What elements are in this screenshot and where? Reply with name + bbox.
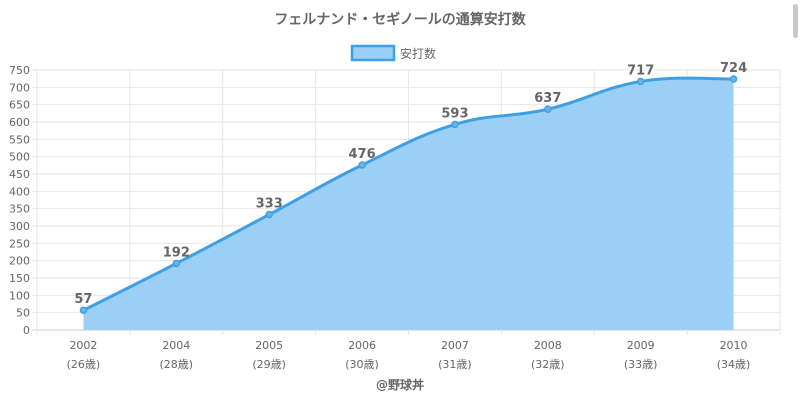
data-label: 717: [627, 63, 654, 78]
x-axis: 2002 (26歳) 2004 (28歳) 2005 (29歳) 2006 (30歳) 2007…: [67, 339, 751, 371]
data-point: [451, 120, 459, 129]
x-tick-sublabel: (34歳): [717, 358, 751, 371]
credit-label: @野球丼: [376, 377, 424, 392]
y-tick-label: 500: [9, 151, 30, 164]
legend-swatch: [350, 44, 396, 62]
data-labels: 57 192 333 476 593 637 717 724: [74, 61, 747, 307]
data-point: [729, 75, 738, 83]
y-tick-label: 100: [9, 289, 30, 302]
data-point: [79, 306, 88, 314]
y-tick-label: 0: [23, 324, 30, 337]
x-tick-label: 2004: [162, 339, 190, 352]
x-tick-label: 2010: [720, 339, 748, 352]
y-tick-label: 250: [9, 237, 30, 250]
x-tick-sublabel: (28歳): [160, 358, 194, 371]
x-tick-sublabel: (33歳): [624, 358, 658, 371]
x-tick-sublabel: (30歳): [345, 358, 379, 371]
y-tick-label: 700: [9, 81, 30, 94]
x-tick-label: 2002: [69, 339, 97, 352]
x-tick-label: 2008: [534, 339, 562, 352]
y-tick-label: 350: [9, 203, 30, 216]
y-tick-label: 50: [16, 307, 30, 320]
chart-title: フェルナンド・セギノールの通算安打数: [274, 11, 526, 28]
y-tick-label: 150: [9, 272, 30, 285]
data-point: [172, 259, 181, 268]
y-tick-label: 550: [9, 133, 30, 146]
y-tick-label: 450: [9, 168, 30, 181]
y-tick-label: 300: [9, 220, 30, 233]
data-label: 724: [720, 61, 747, 76]
x-tick-label: 2006: [348, 339, 376, 352]
x-tick-label: 2007: [441, 339, 469, 352]
data-label: 333: [256, 197, 283, 212]
data-point: [265, 210, 273, 219]
y-tick-label: 650: [9, 99, 30, 112]
x-tick-sublabel: (26歳): [67, 358, 101, 371]
x-tick-label: 2005: [255, 339, 283, 352]
data-label: 637: [534, 91, 561, 106]
x-tick-sublabel: (29歳): [252, 358, 286, 371]
data-label: 192: [163, 245, 190, 260]
data-label: 593: [441, 106, 468, 121]
x-tick-label: 2009: [627, 339, 655, 352]
data-point: [636, 77, 645, 86]
series-area: [83, 78, 734, 330]
y-tick-label: 200: [9, 255, 30, 268]
scrollbar[interactable]: [793, 4, 798, 38]
data-point: [544, 105, 552, 113]
series-hits: [82, 76, 734, 330]
data-label: 476: [348, 147, 375, 162]
data-point: [358, 161, 366, 169]
y-tick-label: 400: [9, 185, 30, 198]
y-tick-label: 600: [9, 116, 30, 129]
series-line: [82, 76, 734, 312]
data-points: [79, 75, 738, 314]
y-tick-label: 750: [9, 64, 30, 77]
legend[interactable]: 安打数: [350, 44, 436, 62]
x-tick-sublabel: (31歳): [438, 358, 472, 371]
data-label: 57: [74, 292, 92, 307]
x-tick-sublabel: (32歳): [531, 358, 565, 371]
legend-label: 安打数: [400, 46, 436, 61]
y-axis: 0 50 100 150 200 250 300 350 400 450 500 550 600 650 7…: [9, 64, 30, 337]
